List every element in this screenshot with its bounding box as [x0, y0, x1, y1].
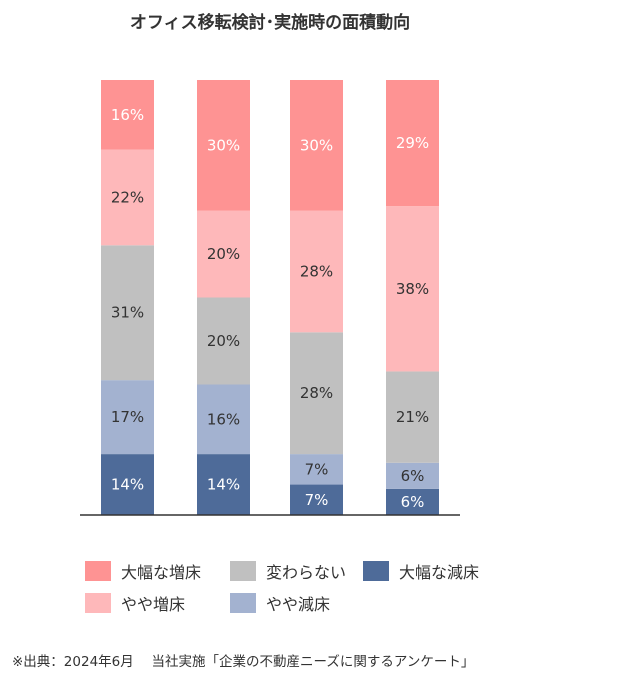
bar-segment-4-5 [386, 80, 439, 207]
legend-label-unchanged: 変わらない [266, 563, 347, 582]
legend-item-slight-decrease: やや減床 [230, 592, 330, 614]
data-labels-layer: 14% 17% 31% 22% 16% 14% 16% 20% 20% 30% 7% 7% 28% 28%… [111, 106, 429, 511]
data-label-3-3: 28% [300, 384, 333, 402]
bar-segment-1-5 [101, 80, 154, 150]
data-label-2-5: 30% [207, 136, 240, 154]
bar-segment-2-2 [197, 384, 250, 455]
bars-layer [101, 80, 439, 515]
bar-segment-4-3 [386, 371, 439, 463]
data-label-3-1: 7% [305, 491, 329, 509]
data-label-1-2: 17% [111, 408, 144, 426]
legend-item-major-increase: 大幅な増床 [85, 560, 201, 582]
data-label-1-4: 22% [111, 188, 144, 206]
bar-segment-4-2 [386, 462, 439, 489]
data-label-1-1: 14% [111, 476, 144, 494]
data-label-3-5: 30% [300, 136, 333, 154]
legend-item-slight-increase: やや増床 [85, 592, 185, 614]
data-label-2-3: 20% [207, 332, 240, 350]
bar-segment-2-5 [197, 80, 250, 211]
bar-segment-1-2 [101, 380, 154, 455]
data-label-2-4: 20% [207, 245, 240, 263]
bar-segment-3-2 [290, 454, 343, 485]
data-label-4-2: 6% [401, 467, 425, 485]
data-label-2-2: 16% [207, 410, 240, 428]
legend-label-slight-decrease: やや減床 [266, 595, 331, 614]
bar-segment-2-1 [197, 454, 250, 515]
legend-swatch-slight-increase [85, 593, 111, 613]
bar-segment-1-3 [101, 245, 154, 381]
bar-segment-4-4 [386, 206, 439, 372]
legend-swatch-major-decrease [363, 561, 389, 581]
data-label-3-4: 28% [300, 262, 333, 280]
legend-item-major-decrease: 大幅な減床 [363, 560, 479, 582]
source-note: ※出典：2024年6月 当社実施「企業の不動産ニーズに関するアンケート」 [12, 654, 475, 670]
legend-label-slight-increase: やや増床 [121, 595, 186, 614]
bar-segment-1-1 [101, 454, 154, 515]
bar-segment-3-4 [290, 210, 343, 333]
data-label-4-3: 21% [396, 408, 429, 426]
data-label-1-3: 31% [111, 304, 144, 322]
legend-swatch-slight-decrease [230, 593, 256, 613]
bar-segment-3-1 [290, 484, 343, 515]
bar-segment-1-4 [101, 149, 154, 246]
data-label-4-1: 6% [401, 493, 425, 511]
bar-segment-3-5 [290, 80, 343, 211]
chart-title: オフィス移転検討･実施時の面積動向 [129, 13, 411, 33]
bar-segment-4-1 [386, 488, 439, 515]
data-label-2-1: 14% [207, 476, 240, 494]
bar-segment-2-4 [197, 210, 250, 298]
data-label-4-4: 38% [396, 280, 429, 298]
bar-segment-3-3 [290, 332, 343, 455]
legend-item-unchanged: 変わらない [230, 560, 346, 582]
data-label-4-5: 29% [396, 134, 429, 152]
bar-segment-2-3 [197, 297, 250, 385]
legend-swatch-unchanged [230, 561, 256, 581]
legend-label-major-decrease: 大幅な減床 [399, 563, 480, 582]
legend-label-major-increase: 大幅な増床 [121, 563, 202, 582]
legend-swatch-major-increase [85, 561, 111, 581]
data-label-1-5: 16% [111, 106, 144, 124]
data-label-3-2: 7% [305, 460, 329, 478]
